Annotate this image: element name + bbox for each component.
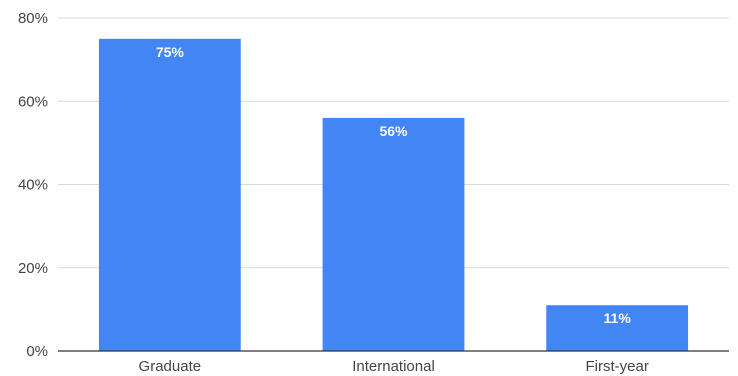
bar xyxy=(546,305,689,351)
bar-data-label: 11% xyxy=(604,310,632,326)
bars: 75% 56% 11% xyxy=(98,38,689,352)
y-tick-label: 60% xyxy=(18,93,48,110)
bar xyxy=(322,117,465,352)
x-tick-label: First-year xyxy=(585,358,648,375)
y-axis-ticks: 0% 20% 40% 60% 80% xyxy=(18,10,48,360)
x-tick-label: International xyxy=(352,358,435,375)
y-tick-label: 40% xyxy=(18,177,48,194)
bar-data-label: 75% xyxy=(156,44,185,60)
x-axis-ticks: Graduate International First-year xyxy=(139,358,649,375)
y-tick-label: 80% xyxy=(18,10,48,27)
y-tick-label: 0% xyxy=(26,343,48,360)
x-tick-label: Graduate xyxy=(139,358,202,375)
y-tick-label: 20% xyxy=(18,260,48,277)
bar-data-label: 56% xyxy=(379,123,408,139)
bar xyxy=(98,38,241,351)
